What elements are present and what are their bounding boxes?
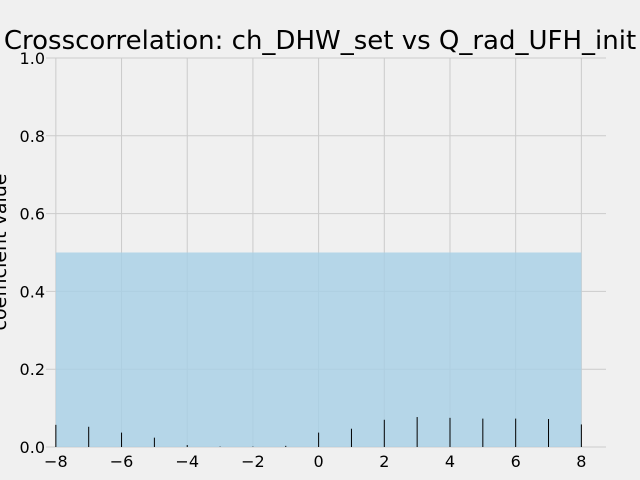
x-tick-label: −6: [110, 452, 134, 471]
y-tick-label: 0.6: [20, 205, 45, 224]
y-tick-label: 0.2: [20, 360, 45, 379]
x-tick-label: −8: [44, 452, 68, 471]
y-tick-label: 1.0: [20, 49, 45, 68]
bars: [55, 417, 582, 447]
confidence-band: [55, 252, 582, 447]
x-tick-label: 4: [445, 452, 455, 471]
chart-title: Crosscorrelation: ch_DHW_set vs Q_rad_UF…: [4, 26, 636, 56]
y-axis-label: coefficient value: [0, 174, 11, 331]
x-tick-labels: −8 −6 −4 −2 0 2 4 6 8: [44, 452, 586, 471]
x-axis-label: lag: [316, 478, 345, 480]
x-tick-label: 2: [379, 452, 389, 471]
x-tick-label: 0: [314, 452, 324, 471]
x-tick-label: −4: [175, 452, 199, 471]
x-tick-label: 6: [511, 452, 521, 471]
y-tick-label: 0.8: [20, 127, 45, 146]
x-tick-label: 8: [576, 452, 586, 471]
y-tick-label: 0.4: [20, 282, 45, 301]
x-tick-label: −2: [241, 452, 265, 471]
y-tick-label: 0.0: [20, 438, 45, 457]
y-tick-labels: 0.0 0.2 0.4 0.6 0.8 1.0: [20, 49, 45, 457]
